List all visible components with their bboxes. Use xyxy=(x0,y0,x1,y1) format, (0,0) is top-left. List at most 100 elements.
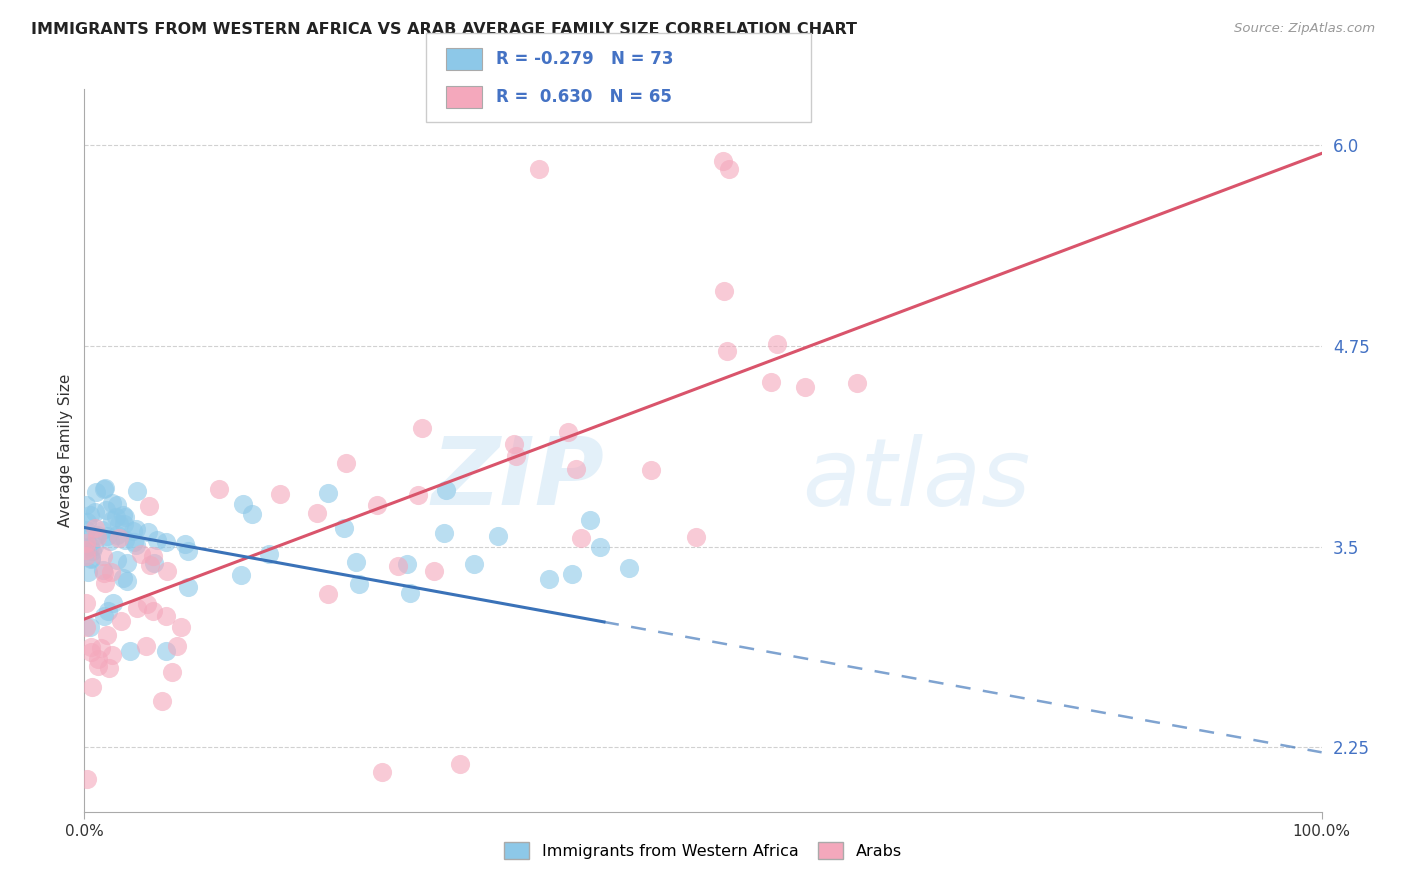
Point xyxy=(115,574,138,588)
Point xyxy=(569,531,592,545)
Point xyxy=(75,533,97,547)
Point xyxy=(463,557,485,571)
Point xyxy=(114,533,136,548)
Point xyxy=(143,556,166,570)
Point xyxy=(75,523,97,537)
Point xyxy=(794,380,817,394)
Point xyxy=(118,644,141,658)
Point xyxy=(75,541,97,556)
Point xyxy=(229,568,252,582)
Point xyxy=(366,498,388,512)
Point xyxy=(135,639,157,653)
Point xyxy=(177,543,200,558)
Point xyxy=(347,577,370,591)
Point xyxy=(589,541,612,555)
Point xyxy=(101,648,124,662)
Point xyxy=(90,640,112,655)
Point xyxy=(91,523,114,537)
Point xyxy=(108,517,131,532)
Point xyxy=(316,486,339,500)
Point xyxy=(156,565,179,579)
Text: R =  0.630   N = 65: R = 0.630 N = 65 xyxy=(496,87,672,106)
Point xyxy=(96,628,118,642)
Point xyxy=(93,549,115,564)
Text: ZIP: ZIP xyxy=(432,434,605,525)
Point xyxy=(139,558,162,573)
Point xyxy=(170,620,193,634)
Point xyxy=(129,547,152,561)
Point xyxy=(75,536,97,550)
Point xyxy=(115,556,138,570)
Point xyxy=(96,529,118,543)
Text: atlas: atlas xyxy=(801,434,1031,524)
Point xyxy=(387,559,409,574)
Point xyxy=(685,530,707,544)
Point xyxy=(155,535,177,549)
Point xyxy=(84,521,107,535)
Point xyxy=(344,555,367,569)
Point xyxy=(101,513,124,527)
Point xyxy=(136,524,159,539)
Point xyxy=(80,640,103,654)
Point xyxy=(557,425,579,439)
Point xyxy=(108,531,131,545)
Point xyxy=(98,533,121,548)
Point xyxy=(93,483,115,497)
Point xyxy=(138,499,160,513)
Point xyxy=(75,596,97,610)
Point xyxy=(174,537,197,551)
Point xyxy=(79,539,101,553)
Point xyxy=(122,535,145,549)
Point xyxy=(579,513,602,527)
Point xyxy=(121,524,143,538)
Point xyxy=(97,661,120,675)
Point xyxy=(93,563,115,577)
Point xyxy=(411,421,433,435)
Point xyxy=(100,566,122,580)
Point xyxy=(713,284,735,298)
Point xyxy=(79,550,101,565)
Point xyxy=(80,645,103,659)
Point xyxy=(232,497,254,511)
Point xyxy=(155,608,177,623)
Point xyxy=(125,522,148,536)
Point xyxy=(114,509,136,524)
Point xyxy=(711,154,734,169)
Point xyxy=(434,483,457,498)
Point xyxy=(142,549,165,563)
Point xyxy=(617,561,640,575)
Point xyxy=(259,547,281,561)
Point xyxy=(112,517,135,532)
Point xyxy=(75,549,97,563)
Point xyxy=(76,772,98,787)
Point xyxy=(112,571,135,585)
Point xyxy=(565,462,588,476)
Point xyxy=(176,580,198,594)
Point xyxy=(135,597,157,611)
Point xyxy=(127,601,149,615)
Point xyxy=(716,344,738,359)
Point xyxy=(79,508,101,523)
Point xyxy=(105,510,128,524)
Point xyxy=(761,375,783,389)
Y-axis label: Average Family Size: Average Family Size xyxy=(58,374,73,527)
Point xyxy=(75,542,97,557)
Point xyxy=(84,485,107,500)
Point xyxy=(93,609,115,624)
Point xyxy=(93,566,115,581)
Point xyxy=(127,483,149,498)
Point xyxy=(160,665,183,680)
Point xyxy=(79,620,101,634)
Point xyxy=(75,498,97,512)
Point xyxy=(110,614,132,628)
Point xyxy=(76,566,98,580)
Point xyxy=(449,756,471,771)
Point xyxy=(86,530,108,544)
Point xyxy=(86,651,108,665)
Point xyxy=(305,506,328,520)
Point xyxy=(717,162,740,177)
Point xyxy=(371,764,394,779)
Point xyxy=(83,539,105,553)
Point xyxy=(529,162,551,177)
Point xyxy=(486,528,509,542)
